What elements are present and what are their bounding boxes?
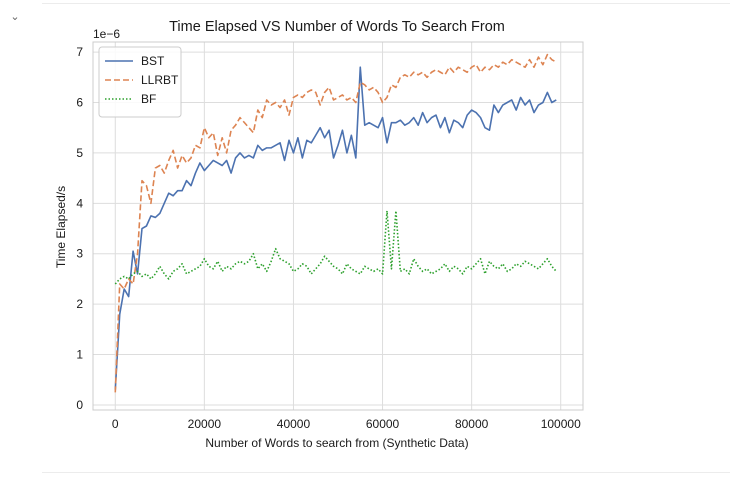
series-line-bf	[114, 210, 557, 285]
legend-label-bst: BST	[141, 54, 165, 68]
y-tick-label: 1	[76, 348, 83, 362]
legend-label-llrbt: LLRBT	[141, 73, 179, 87]
chart-title: Time Elapsed VS Number of Words To Searc…	[169, 19, 505, 35]
y-multiplier-label: 1e−6	[93, 27, 120, 41]
x-tick-label: 80000	[455, 417, 489, 431]
y-tick-label: 7	[76, 45, 83, 59]
x-tick-label: 0	[112, 417, 119, 431]
series-lines	[114, 53, 557, 393]
y-tick-label: 0	[76, 398, 83, 412]
y-tick-label: 5	[76, 146, 83, 160]
y-tick-label: 6	[76, 95, 83, 109]
plot-frame	[92, 41, 584, 411]
y-ticks: 0 1 2 3 4 5 6 7	[76, 45, 83, 412]
x-axis-label: Number of Words to search from (Syntheti…	[205, 436, 468, 450]
series-line-bst	[114, 66, 557, 390]
y-axis-label: Time Elapsed/s	[54, 186, 68, 268]
legend: BST LLRBT BF	[98, 46, 182, 118]
cell-bottom-border	[42, 472, 730, 473]
chevron-down-icon[interactable]: ⌄	[10, 11, 20, 23]
x-tick-label: 20000	[188, 417, 222, 431]
cell-top-border	[42, 3, 730, 4]
x-ticks: 0 20000 40000 60000 80000 100000	[112, 417, 581, 431]
y-tick-label: 2	[76, 297, 83, 311]
x-tick-label: 60000	[366, 417, 400, 431]
series-line-llrbt	[114, 53, 557, 393]
x-tick-label: 100000	[541, 417, 581, 431]
y-tick-label: 4	[76, 196, 83, 210]
legend-label-bf: BF	[141, 92, 156, 106]
y-tick-label: 3	[76, 247, 83, 261]
x-tick-label: 40000	[277, 417, 311, 431]
